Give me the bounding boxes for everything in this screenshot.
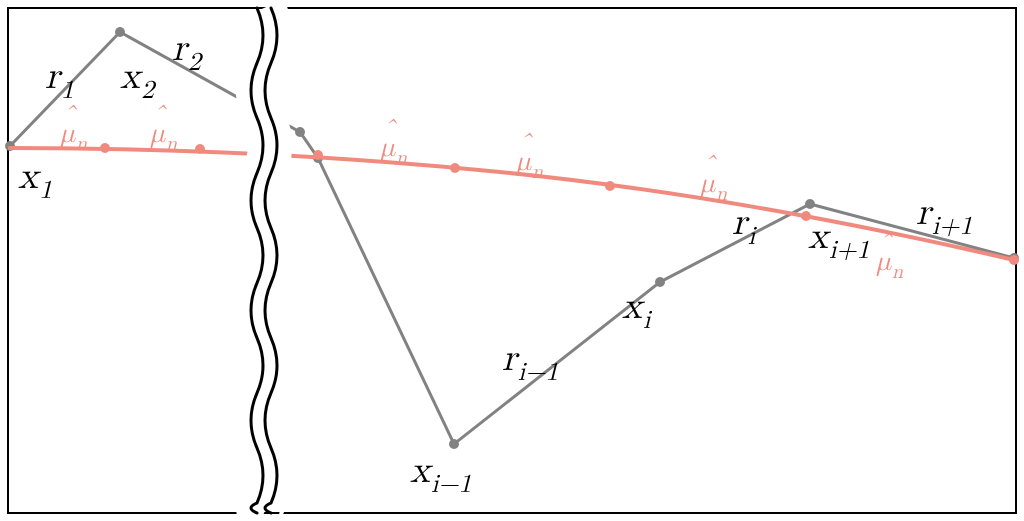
iterate-point xyxy=(655,277,665,287)
svg-text:μn: μn xyxy=(876,248,903,282)
math-label: x1 xyxy=(18,158,52,204)
iterate-point xyxy=(805,199,815,209)
mu-hat-label: ˆμn xyxy=(380,116,407,168)
mu-hat-label: ˆμn xyxy=(516,130,543,182)
math-label: x2 xyxy=(120,58,157,104)
math-label: r2 xyxy=(172,30,204,76)
math-label: xi−1 xyxy=(410,452,472,498)
mu-hat-label: ˆμn xyxy=(150,102,177,154)
mean-marker xyxy=(1009,255,1019,265)
mean-marker xyxy=(195,144,205,154)
mean-marker xyxy=(605,181,615,191)
math-label: ri−1 xyxy=(502,340,558,386)
mu-hat-label: ˆμn xyxy=(60,102,87,154)
mean-marker xyxy=(450,163,460,173)
iterate-point xyxy=(449,439,459,449)
mu-hat-label: ˆμn xyxy=(876,230,903,282)
mean-marker xyxy=(313,150,323,160)
iterate-point xyxy=(295,127,305,137)
mu-hat-label: ˆμn xyxy=(700,152,727,204)
mean-marker xyxy=(100,143,110,153)
diagram-canvas: x1r1x2r2xi−1ri−1xirixi+1ri+1ˆμnˆμnˆμnˆμn… xyxy=(0,0,1024,521)
math-label: r1 xyxy=(45,58,74,104)
math-label: xi xyxy=(622,288,653,334)
iterate-point xyxy=(115,27,125,37)
